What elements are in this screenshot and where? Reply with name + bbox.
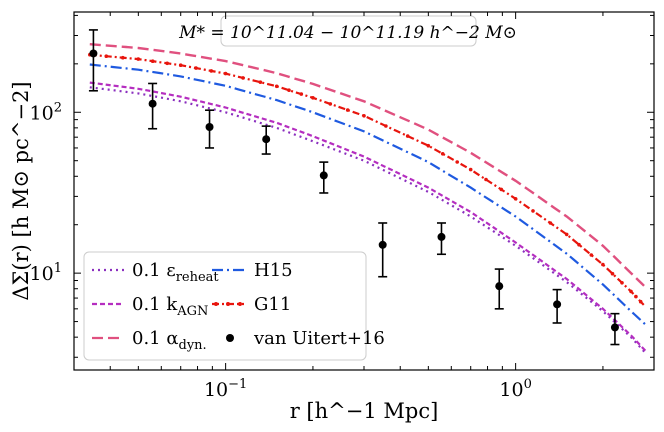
legend-label-c2r0: H15 xyxy=(254,260,293,281)
series-marker xyxy=(287,88,291,92)
x-tick-label-base: 10 xyxy=(499,379,523,401)
legend: 0.1 εreheat 0.1 kAGN 0.1 αdyn. H15 G11 van Ui… xyxy=(83,251,385,361)
data-point xyxy=(319,171,328,180)
series-marker xyxy=(194,66,198,70)
data-point xyxy=(262,135,271,144)
series-marker xyxy=(548,221,553,225)
series-line-1 xyxy=(89,81,647,352)
series-marker xyxy=(104,54,109,58)
series-marker xyxy=(629,289,633,294)
data-point xyxy=(437,232,446,241)
series-marker xyxy=(405,134,410,138)
series-marker xyxy=(209,69,214,73)
series-marker xyxy=(362,114,366,118)
series-marker xyxy=(426,143,431,148)
y-tick-label-base: 10 xyxy=(30,263,54,285)
series-marker xyxy=(620,281,624,285)
data-point xyxy=(378,240,387,249)
series-marker xyxy=(601,262,605,267)
y-tick-label: 102 xyxy=(30,100,62,124)
data-point xyxy=(148,99,157,108)
legend-label-data-points: van Uitert+16 xyxy=(253,328,385,349)
series-marker xyxy=(513,197,518,201)
x-tick-label-exp: 0 xyxy=(524,377,532,392)
series-line-3 xyxy=(89,63,647,326)
series-marker xyxy=(564,232,569,237)
series-marker xyxy=(258,80,263,84)
legend-label-main: 0.1 k xyxy=(132,294,178,315)
legend-label-main: G11 xyxy=(254,294,291,315)
legend-label-c1r2: 0.1 αdyn. xyxy=(132,328,207,353)
series-marker xyxy=(223,71,228,76)
series-marker xyxy=(345,108,350,112)
series-marker xyxy=(328,102,333,106)
series-marker xyxy=(638,299,643,304)
series-line-2 xyxy=(89,43,647,288)
y-tick-label-exp: 1 xyxy=(54,261,62,276)
series-marker xyxy=(577,242,581,247)
legend-label-sub: AGN xyxy=(176,304,208,319)
series-marker xyxy=(150,59,155,63)
data-point xyxy=(495,282,504,291)
legend-swatch-marker xyxy=(226,302,230,306)
series-marker xyxy=(484,177,488,182)
x-tick-label-exp: −1 xyxy=(228,377,247,392)
chart-title-box: M* = 10^11.04 − 10^11.19 h^−2 M⊙ xyxy=(178,15,517,47)
series-marker xyxy=(299,92,304,96)
legend-label-main: 0.1 α xyxy=(132,328,179,349)
x-tick-label-base: 10 xyxy=(204,379,228,401)
data-point xyxy=(553,300,562,309)
legend-label-c1r0: 0.1 εreheat xyxy=(132,260,219,285)
series-marker xyxy=(440,152,445,156)
y-tick-label-exp: 2 xyxy=(54,100,62,115)
series-marker xyxy=(531,209,535,213)
series-marker xyxy=(311,96,315,100)
data-point xyxy=(89,49,98,58)
data-point xyxy=(610,323,619,332)
series-marker xyxy=(634,294,638,299)
y-tick-label-base: 10 xyxy=(30,102,54,124)
legend-label-main: 0.1 ε xyxy=(132,260,176,281)
data-point xyxy=(205,122,214,131)
x-tick-label: 100 xyxy=(499,377,531,401)
legend-label-c2r1: G11 xyxy=(254,294,291,315)
series-marker xyxy=(121,55,125,60)
x-tick-label: 10−1 xyxy=(204,377,247,401)
points-layer xyxy=(88,29,620,346)
series-marker xyxy=(165,61,169,66)
y-tick-label: 101 xyxy=(30,261,62,285)
series-marker xyxy=(589,253,594,257)
legend-frame xyxy=(83,251,367,361)
legend-label-main: H15 xyxy=(254,260,293,281)
series-marker xyxy=(178,63,183,67)
series-marker xyxy=(274,84,279,89)
y-axis-label: ΔΣ(r) [h M⊙ pc^−2] xyxy=(9,81,33,300)
legend-swatch-data-point xyxy=(226,334,234,342)
series-marker xyxy=(610,271,615,276)
chart-title: M* = 10^11.04 − 10^11.19 h^−2 M⊙ xyxy=(178,23,517,43)
series-marker xyxy=(455,160,460,164)
legend-label-sub: dyn. xyxy=(179,338,207,353)
series-marker xyxy=(136,57,141,61)
legend-label-c1r1: 0.1 kAGN xyxy=(132,294,208,319)
series-marker xyxy=(241,76,245,80)
legend-label-sub: reheat xyxy=(176,270,220,285)
title-frame xyxy=(220,15,477,47)
series-line-4 xyxy=(89,53,647,308)
series-marker xyxy=(499,187,504,192)
legend-swatch-marker xyxy=(214,302,218,306)
legend-items: 0.1 εreheat 0.1 kAGN 0.1 αdyn. H15 G11 van Ui… xyxy=(92,260,385,353)
series-marker xyxy=(384,124,388,128)
x-axis-label: r [h^−1 Mpc] xyxy=(290,399,439,423)
series-layer xyxy=(88,43,647,354)
legend-swatch-marker xyxy=(238,302,242,306)
series-marker xyxy=(468,167,473,172)
